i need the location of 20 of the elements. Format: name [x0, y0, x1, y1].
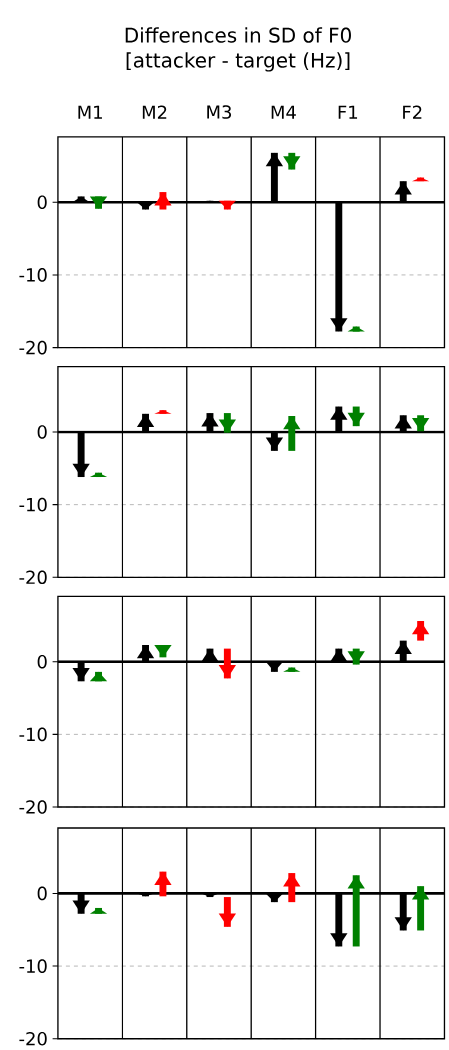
y-tick-label: -10: [19, 268, 47, 282]
x-tick-label: M3: [207, 105, 231, 119]
y-tick-label: 0: [37, 654, 47, 669]
y-tick-label: -20: [19, 570, 47, 585]
y-tick-label: 0: [37, 195, 47, 210]
y-tick-label: -10: [19, 959, 47, 973]
y-tick-label: -10: [19, 497, 47, 512]
y-tick-label: -20: [19, 340, 47, 355]
y-tick-label: 0: [37, 886, 47, 901]
x-tick-label: M1: [78, 105, 102, 119]
x-tick-label: M4: [271, 105, 296, 119]
chart-subtitle: [attacker - target (Hz)]: [126, 52, 350, 72]
x-tick-label: F2: [402, 105, 422, 119]
chart-title: Differences in SD of F0: [125, 27, 351, 43]
x-tick-label: F1: [338, 105, 357, 119]
y-tick-label: -20: [19, 800, 47, 814]
x-tick-label: M2: [142, 105, 167, 119]
y-tick-label: -10: [19, 727, 47, 742]
y-tick-label: -20: [19, 1031, 47, 1046]
y-tick-label: 0: [37, 425, 47, 439]
